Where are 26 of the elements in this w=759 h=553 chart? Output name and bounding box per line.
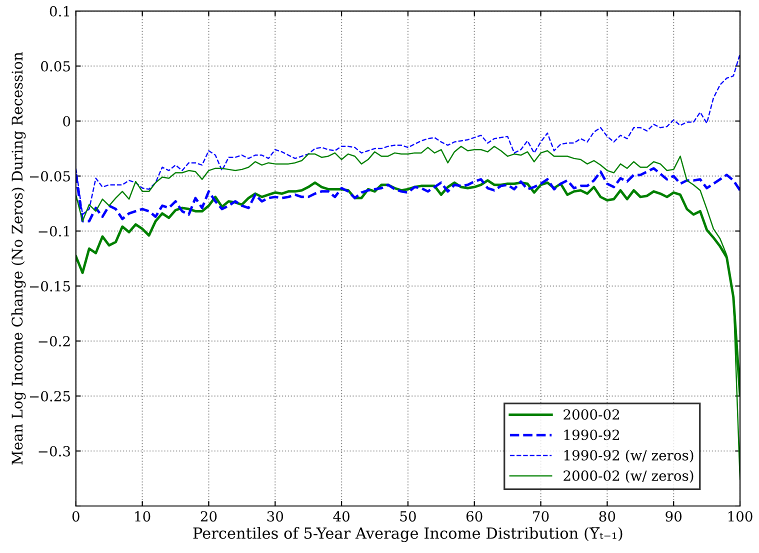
legend-label: 2000-02 (w/ zeros) [564, 470, 694, 483]
x-tick-label: 50 [400, 511, 416, 522]
x-tick-label: 40 [333, 511, 350, 522]
x-tick-label: 80 [599, 511, 616, 522]
x-tick-label: 20 [200, 511, 217, 522]
x-tick-label: 60 [466, 511, 482, 522]
legend-label: 1990-92 (w/ zeros) [564, 450, 694, 462]
y-tick-label: −0.2 [38, 336, 70, 346]
legend-label: 1990-92 [564, 430, 620, 440]
y-axis-title: Mean Log Income Change (No Zeros) During Recession [11, 52, 26, 465]
x-tick-label: 30 [267, 511, 284, 522]
y-tick-label: −0.1 [38, 226, 70, 237]
y-tick-label: −0.25 [30, 390, 70, 402]
legend-label: 2000-02 [564, 409, 620, 420]
y-tick-label: −0.05 [30, 171, 70, 182]
y-tick-label: −0.3 [38, 446, 70, 456]
x-tick-label: 70 [533, 511, 549, 522]
x-tick-label: 0 [72, 511, 80, 522]
x-tick-label: 10 [135, 511, 150, 522]
y-tick-label: 0.05 [41, 61, 70, 72]
x-tick-label: 90 [666, 511, 682, 522]
y-tick-label: 0.1 [50, 6, 70, 17]
x-axis-title: Percentiles of 5-Year Average Income Distribution (Y̅ₜ₋₁) [193, 527, 622, 542]
y-tick-label: 0 [63, 116, 70, 127]
x-tick-label: 100 [728, 511, 752, 522]
y-tick-label: −0.15 [30, 280, 70, 292]
